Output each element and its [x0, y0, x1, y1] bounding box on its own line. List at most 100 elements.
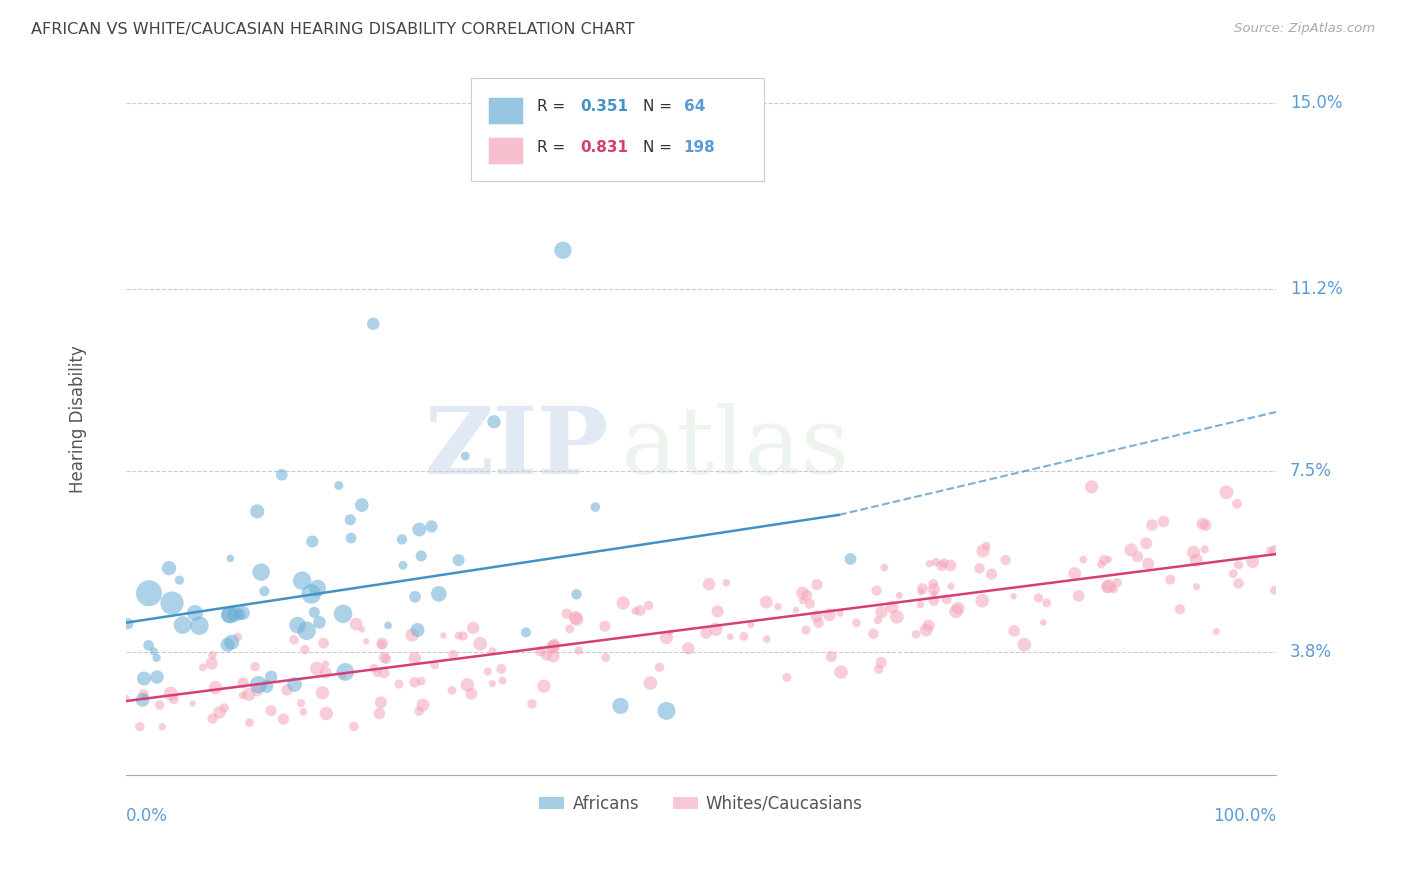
Text: R =: R = [537, 99, 569, 114]
Point [363, 661, 385, 675]
Point [291, 574, 314, 588]
Point [655, 704, 678, 718]
Point [918, 557, 941, 571]
Point [157, 561, 180, 575]
Point [648, 660, 671, 674]
Point [219, 607, 242, 622]
Point [163, 692, 186, 706]
Point [312, 636, 335, 650]
Point [830, 665, 852, 679]
Point [204, 681, 226, 695]
Point [366, 665, 388, 680]
Point [294, 642, 316, 657]
Point [1191, 516, 1213, 531]
Point [440, 683, 463, 698]
Point [232, 676, 254, 690]
Point [208, 706, 231, 720]
Point [212, 701, 235, 715]
Point [1092, 553, 1115, 567]
Point [1227, 558, 1250, 572]
Point [806, 609, 828, 624]
FancyBboxPatch shape [488, 136, 523, 163]
Text: N =: N = [644, 99, 678, 114]
Point [541, 640, 564, 654]
Point [328, 478, 350, 492]
Point [718, 630, 741, 644]
Point [404, 675, 426, 690]
Point [404, 651, 426, 665]
Point [866, 613, 889, 627]
Point [260, 704, 283, 718]
Point [915, 623, 938, 637]
Point [350, 623, 373, 637]
Point [1028, 591, 1050, 605]
Point [543, 637, 565, 651]
Point [1226, 497, 1249, 511]
Point [332, 669, 354, 683]
Point [315, 706, 337, 721]
Point [1168, 602, 1191, 616]
Point [370, 695, 392, 709]
Point [1014, 638, 1036, 652]
Point [1194, 542, 1216, 557]
Point [273, 712, 295, 726]
Point [972, 544, 994, 558]
Point [404, 590, 426, 604]
Point [1153, 515, 1175, 529]
Point [253, 584, 276, 599]
Point [201, 657, 224, 671]
Point [238, 715, 260, 730]
Point [411, 674, 433, 689]
Point [375, 652, 398, 666]
Point [221, 635, 243, 649]
Point [886, 609, 908, 624]
Point [447, 553, 470, 567]
Point [806, 577, 828, 591]
Point [640, 676, 662, 690]
Point [301, 534, 323, 549]
Point [520, 697, 543, 711]
Point [536, 648, 558, 662]
FancyBboxPatch shape [471, 78, 765, 181]
Text: 198: 198 [683, 140, 716, 155]
Point [766, 599, 789, 614]
Point [624, 604, 647, 618]
Point [188, 618, 211, 632]
Text: N =: N = [644, 140, 678, 155]
Point [128, 720, 150, 734]
Point [1073, 552, 1095, 566]
Point [931, 558, 953, 573]
Point [392, 558, 415, 573]
Point [980, 567, 1002, 582]
Point [515, 625, 537, 640]
Point [1195, 518, 1218, 533]
Point [232, 689, 254, 703]
Point [870, 605, 893, 619]
Point [922, 577, 945, 591]
Point [1035, 596, 1057, 610]
Text: 11.2%: 11.2% [1289, 280, 1343, 299]
Point [138, 638, 160, 652]
Point [917, 618, 939, 632]
Point [972, 593, 994, 607]
Point [994, 553, 1017, 567]
Point [217, 638, 239, 652]
Point [818, 607, 841, 622]
Point [201, 648, 224, 663]
Point [755, 595, 778, 609]
Point [361, 317, 384, 331]
Point [655, 631, 678, 645]
Point [799, 597, 821, 611]
Point [304, 605, 326, 619]
Text: 0.351: 0.351 [581, 99, 628, 114]
Point [533, 679, 555, 693]
Point [427, 587, 450, 601]
Point [238, 688, 260, 702]
Point [441, 648, 464, 662]
Point [460, 687, 482, 701]
Text: Hearing Disability: Hearing Disability [69, 345, 87, 493]
Point [260, 670, 283, 684]
Text: R =: R = [537, 140, 569, 155]
Point [1140, 518, 1163, 533]
Point [132, 687, 155, 701]
